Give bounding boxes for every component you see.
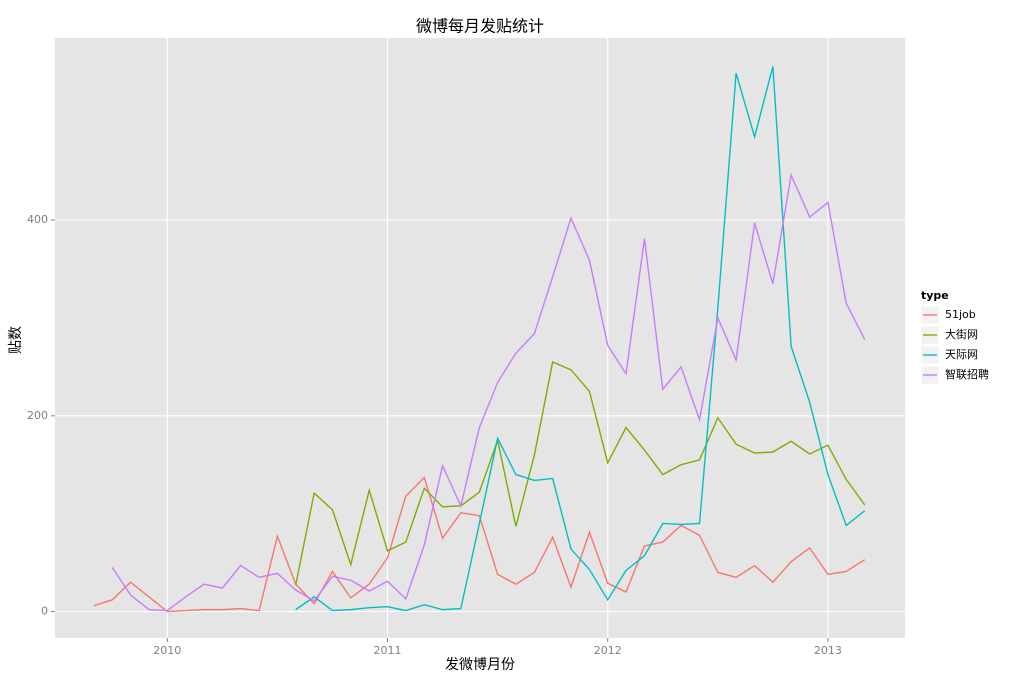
x-tick-label: 2012 bbox=[594, 644, 622, 657]
chart-title: 微博每月发贴统计 bbox=[416, 17, 544, 36]
legend-title: type bbox=[921, 289, 949, 302]
legend-label: 51job bbox=[945, 308, 976, 321]
y-tick-label: 400 bbox=[27, 213, 48, 226]
y-tick-label: 200 bbox=[27, 409, 48, 422]
legend-label: 天际网 bbox=[945, 348, 978, 361]
legend-label: 智联招聘 bbox=[945, 367, 989, 381]
legend-label: 大街网 bbox=[945, 327, 978, 341]
plot-panel bbox=[55, 38, 905, 638]
y-axis-label: 贴数 bbox=[8, 326, 24, 354]
x-axis-label: 发微博月份 bbox=[445, 656, 515, 673]
y-tick-label: 0 bbox=[41, 605, 48, 618]
x-tick-label: 2010 bbox=[153, 644, 181, 657]
line-series bbox=[93, 476, 866, 613]
x-tick-label: 2011 bbox=[374, 644, 402, 657]
x-tick-label: 2013 bbox=[814, 644, 842, 657]
line-series bbox=[295, 66, 866, 612]
line-series bbox=[111, 172, 866, 612]
line-series bbox=[295, 360, 866, 586]
